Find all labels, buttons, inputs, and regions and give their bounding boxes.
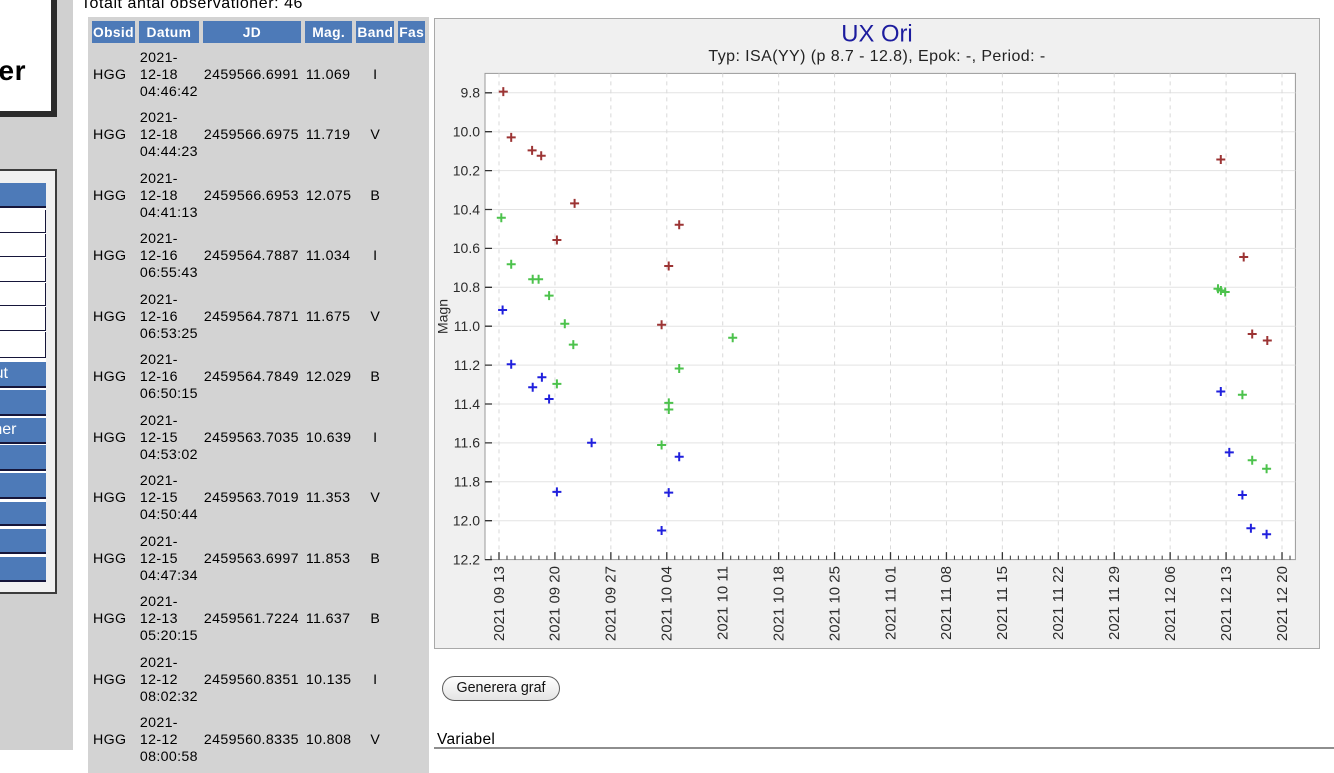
svg-text:2021 10 25: 2021 10 25 [826,566,843,641]
svg-text:11.0: 11.0 [454,318,480,334]
svg-text:2021 11 08: 2021 11 08 [938,566,955,640]
svg-text:2021 10 18: 2021 10 18 [770,566,787,641]
svg-text:11.4: 11.4 [454,396,480,412]
svg-text:10.6: 10.6 [453,240,480,256]
svg-text:Magn: Magn [435,299,451,334]
svg-text:12.2: 12.2 [453,551,480,567]
svg-text:2021 12 13: 2021 12 13 [1218,566,1235,641]
svg-text:2021 10 11: 2021 10 11 [715,566,732,640]
svg-text:10.4: 10.4 [453,201,480,217]
svg-text:10.0: 10.0 [453,124,480,140]
svg-text:11.2: 11.2 [454,357,480,373]
svg-text:11.8: 11.8 [454,474,480,490]
svg-text:12.0: 12.0 [453,513,480,529]
svg-text:2021 12 20: 2021 12 20 [1274,566,1291,641]
svg-text:2021 11 29: 2021 11 29 [1106,566,1123,640]
svg-text:2021 10 04: 2021 10 04 [659,566,676,641]
svg-text:2021 12 06: 2021 12 06 [1162,566,1179,641]
svg-text:2021 11 01: 2021 11 01 [882,566,899,640]
svg-text:9.8: 9.8 [461,85,481,101]
svg-text:Typ: ISA(YY) (p 8.7 - 12.8), E: Typ: ISA(YY) (p 8.7 - 12.8), Epok: -, Pe… [708,48,1045,65]
svg-text:2021 11 15: 2021 11 15 [994,566,1011,640]
svg-text:2021 11 22: 2021 11 22 [1050,566,1067,640]
svg-text:10.2: 10.2 [453,162,480,178]
svg-text:11.6: 11.6 [454,435,480,451]
svg-text:UX Ori: UX Ori [841,20,912,47]
svg-text:2021 09 13: 2021 09 13 [491,566,508,641]
svg-text:2021 09 27: 2021 09 27 [603,566,620,641]
svg-text:2021 09 20: 2021 09 20 [547,566,564,641]
svg-text:10.8: 10.8 [453,279,480,295]
